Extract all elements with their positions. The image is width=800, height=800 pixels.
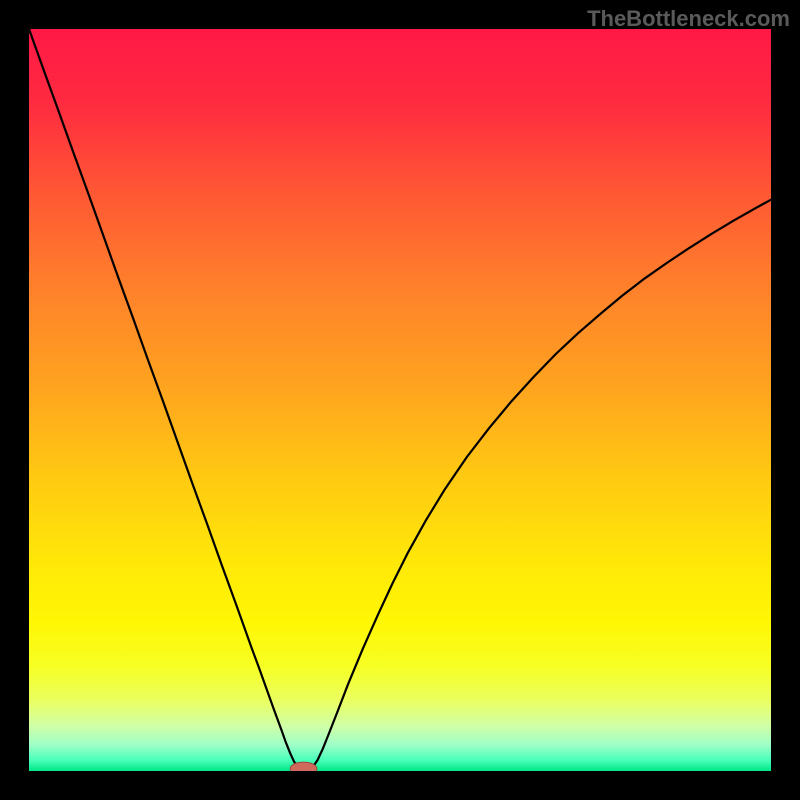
gradient-background-rect xyxy=(29,29,771,771)
chart-svg xyxy=(29,29,771,771)
watermark-text: TheBottleneck.com xyxy=(587,6,790,32)
chart-plot-area xyxy=(29,29,771,771)
